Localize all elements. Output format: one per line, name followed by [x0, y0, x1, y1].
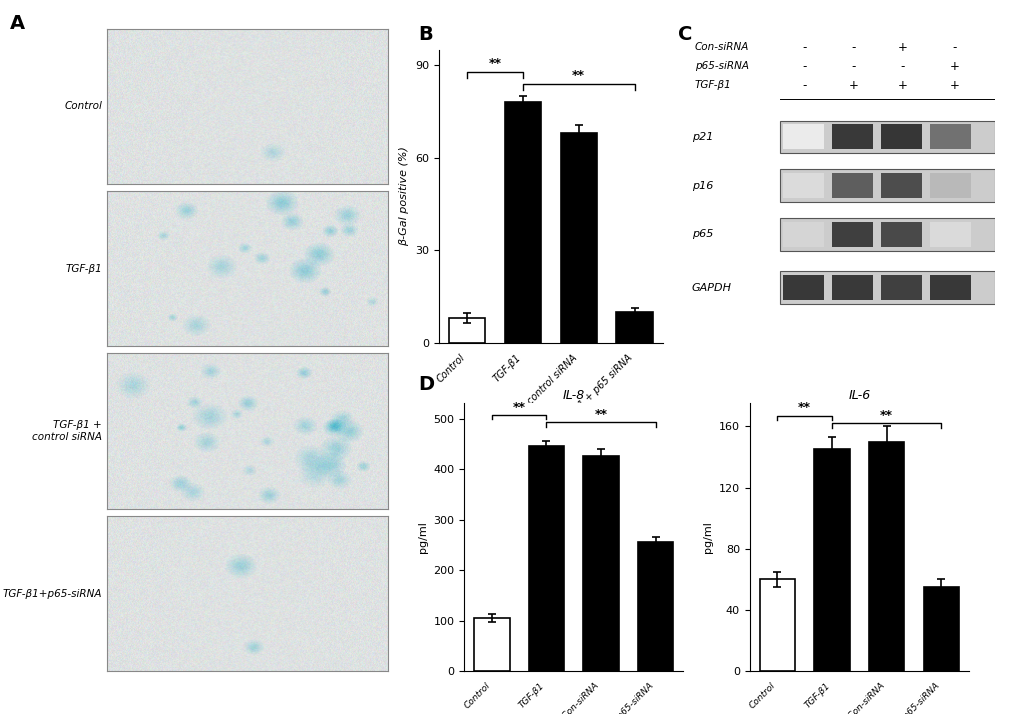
Text: -: -: [851, 60, 855, 73]
Bar: [783, 222, 823, 247]
Title: IL-6: IL-6: [848, 389, 869, 402]
Text: p21: p21: [691, 132, 712, 142]
Y-axis label: pg/ml: pg/ml: [418, 521, 427, 553]
Bar: [832, 173, 872, 198]
Bar: [929, 173, 970, 198]
Text: TGF-β1 +
control siRNA: TGF-β1 + control siRNA: [32, 421, 102, 442]
Text: TGF-β1: TGF-β1: [65, 263, 102, 273]
Text: Control: Control: [64, 101, 102, 111]
Bar: [813, 449, 849, 671]
Bar: [783, 124, 823, 149]
Text: +: +: [848, 79, 858, 91]
Bar: [583, 456, 619, 671]
Text: TGF-β1: TGF-β1: [694, 80, 731, 90]
Text: **: **: [572, 69, 585, 82]
Text: D: D: [418, 375, 434, 394]
Text: +: +: [949, 60, 959, 73]
Bar: [780, 271, 994, 304]
Bar: [868, 442, 904, 671]
Text: A: A: [10, 14, 25, 34]
Bar: [759, 579, 795, 671]
Text: p65-siRNA: p65-siRNA: [694, 61, 748, 71]
Bar: [929, 124, 970, 149]
Bar: [528, 446, 564, 671]
Bar: [780, 121, 994, 154]
Text: **: **: [488, 57, 501, 70]
Text: p16: p16: [691, 181, 712, 191]
Bar: [637, 543, 673, 671]
Text: -: -: [802, 60, 806, 73]
Text: **: **: [798, 401, 810, 414]
Bar: [783, 275, 823, 301]
Bar: [880, 173, 921, 198]
Bar: [504, 102, 540, 343]
Bar: [929, 222, 970, 247]
Text: p65: p65: [691, 229, 712, 239]
Text: **: **: [594, 408, 607, 421]
Bar: [832, 275, 872, 301]
Bar: [615, 312, 652, 343]
Bar: [783, 173, 823, 198]
Bar: [780, 218, 994, 251]
Text: B: B: [418, 25, 432, 44]
Bar: [880, 222, 921, 247]
Text: TGF-β1+p65-siRNA: TGF-β1+p65-siRNA: [2, 588, 102, 598]
Bar: [929, 275, 970, 301]
Text: -: -: [802, 79, 806, 91]
Y-axis label: β-Gal positive (%): β-Gal positive (%): [398, 146, 409, 246]
Bar: [832, 124, 872, 149]
Text: **: **: [513, 401, 525, 413]
Text: -: -: [900, 60, 904, 73]
Bar: [448, 318, 485, 343]
Text: Con-siRNA: Con-siRNA: [694, 42, 748, 52]
Title: IL-8: IL-8: [562, 389, 584, 402]
Bar: [560, 134, 596, 343]
Bar: [922, 587, 958, 671]
Text: GAPDH: GAPDH: [691, 283, 731, 293]
Text: C: C: [678, 25, 692, 44]
Text: -: -: [952, 41, 956, 54]
Y-axis label: pg/ml: pg/ml: [703, 521, 712, 553]
Bar: [832, 222, 872, 247]
Text: +: +: [897, 41, 907, 54]
Text: -: -: [851, 41, 855, 54]
Bar: [880, 275, 921, 301]
Text: -: -: [802, 41, 806, 54]
Text: **: **: [879, 409, 893, 422]
Text: +: +: [949, 79, 959, 91]
Bar: [780, 169, 994, 202]
Text: +: +: [897, 79, 907, 91]
Bar: [474, 618, 510, 671]
Bar: [880, 124, 921, 149]
